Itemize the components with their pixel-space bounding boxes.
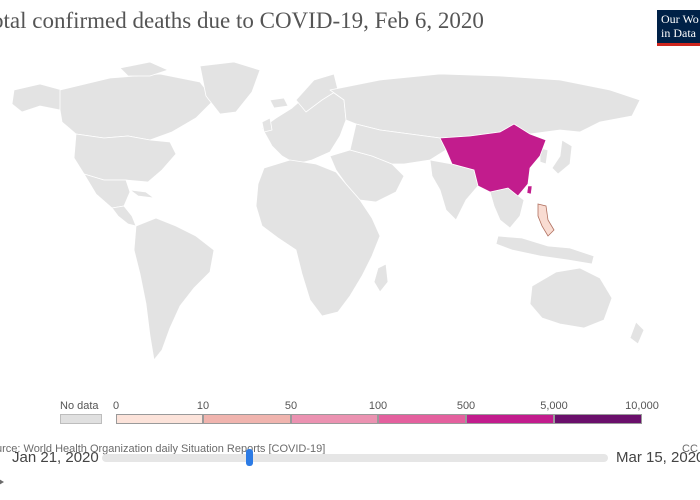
nodata-label: No data — [60, 400, 99, 412]
timeline-handle[interactable] — [245, 449, 253, 466]
legend-tick-label: 5,000 — [540, 400, 568, 412]
country-cuba — [129, 189, 155, 199]
timeline-track[interactable] — [102, 454, 608, 462]
country-japan — [551, 139, 573, 175]
nodata-swatch[interactable] — [60, 414, 102, 424]
legend-bin[interactable] — [378, 414, 466, 424]
country-new-zealand — [629, 321, 645, 345]
country-iceland — [269, 97, 289, 109]
country-philippines — [537, 203, 555, 237]
legend-bin[interactable] — [291, 414, 378, 424]
timeline-end-date[interactable]: Mar 15, 2020 — [616, 449, 700, 466]
country-arctic-islands — [119, 61, 169, 77]
country-mexico — [83, 173, 131, 209]
country-australia — [529, 267, 613, 329]
legend-tick-label: 10,000 — [625, 400, 659, 412]
region-africa — [255, 159, 381, 317]
region-europe — [261, 89, 347, 165]
legend-bin[interactable] — [203, 414, 291, 424]
timeline: Jan 21, 2020 Mar 15, 2020 — [0, 448, 700, 500]
country-canada — [59, 73, 215, 141]
map-legend: No data 0 10 50 100 500 5,000 10,000 — [0, 396, 700, 426]
license-link[interactable]: CC — [682, 443, 698, 455]
map-land — [11, 61, 645, 361]
country-central-america — [111, 205, 137, 227]
legend-tick-label: 0 — [112, 400, 120, 412]
country-russia — [329, 73, 641, 139]
logo-line-1: Our Wo — [661, 12, 699, 26]
legend-tick-label: 500 — [456, 400, 476, 412]
legend-tick-label: 50 — [284, 400, 298, 412]
country-indonesia — [495, 235, 595, 265]
legend-bin[interactable] — [466, 414, 554, 424]
country-korea — [539, 147, 549, 165]
owid-logo[interactable]: Our Wo in Data — [657, 10, 700, 46]
country-uk — [261, 117, 273, 133]
chart-title: otal confirmed deaths due to COVID-19, F… — [0, 8, 484, 33]
country-madagascar — [373, 263, 389, 293]
country-south-america — [133, 217, 215, 361]
country-taiwan — [526, 185, 533, 195]
country-greenland — [199, 61, 261, 115]
logo-line-2: in Data — [661, 26, 696, 40]
legend-bin[interactable] — [116, 414, 203, 424]
source-note: urce: World Health Organization daily Si… — [0, 443, 326, 455]
legend-bin[interactable] — [554, 414, 642, 424]
timeline-start-date[interactable]: Jan 21, 2020 — [12, 448, 99, 468]
country-usa — [73, 133, 177, 183]
legend-tick-label: 100 — [368, 400, 388, 412]
world-map[interactable] — [0, 60, 700, 390]
country-china — [439, 123, 547, 197]
play-icon[interactable] — [0, 476, 4, 488]
legend-tick-label: 10 — [196, 400, 210, 412]
start-date-text: Jan 21, 2020 — [12, 449, 99, 466]
country-alaska — [11, 83, 63, 113]
